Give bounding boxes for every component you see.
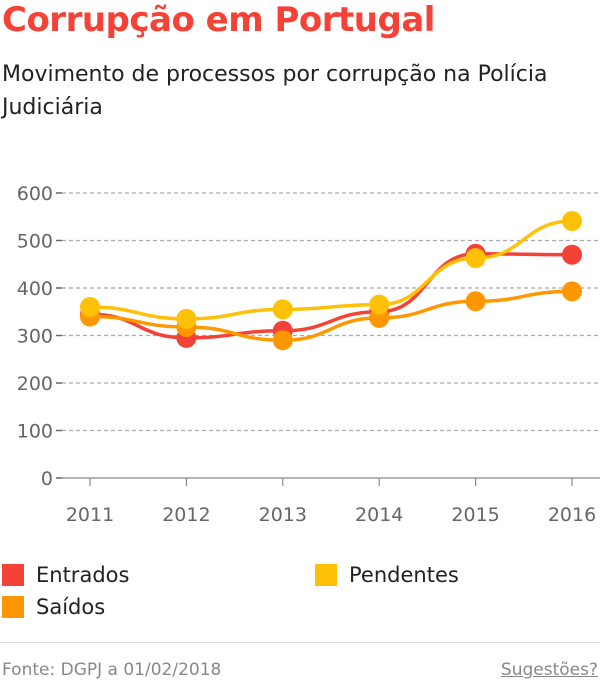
chart-title: Corrupção em Portugal: [2, 0, 435, 40]
legend-item-entrados: Entrados: [2, 563, 129, 587]
data-point-pendentes: [562, 211, 582, 232]
legend-item-saidos: Saídos: [2, 595, 105, 619]
data-point-pendentes: [272, 299, 293, 320]
y-tick-label: 300: [17, 326, 53, 348]
legend-item-pendentes: Pendentes: [315, 563, 459, 587]
source-text: Fonte: DGPJ a 01/02/2018: [2, 660, 222, 680]
y-tick-label: 0: [41, 468, 53, 490]
legend-label: Pendentes: [349, 563, 459, 587]
y-tick-label: 200: [17, 373, 53, 395]
legend-swatch: [315, 564, 337, 586]
series-line-saídos: [89, 289, 573, 343]
data-point-entrados: [562, 244, 582, 265]
data-point-pendentes: [465, 248, 486, 269]
y-tick-label: 500: [17, 231, 53, 253]
data-point-pendentes: [176, 308, 197, 329]
data-point-saídos: [272, 330, 293, 351]
legend-swatch: [2, 596, 24, 618]
data-point-pendentes: [369, 294, 390, 315]
x-tick-label: 2011: [66, 504, 114, 526]
y-tick-label: 600: [17, 183, 53, 205]
y-tick-label: 100: [17, 421, 53, 443]
suggestions-link[interactable]: Sugestões?: [500, 660, 598, 680]
chart-subtitle: Movimento de processos por corrupção na …: [2, 62, 548, 120]
line-chart: 0 100 200 300 400 500 600 2011 2012 2013 2014 2015 2…: [17, 183, 600, 526]
data-point-pendentes: [80, 297, 100, 317]
x-tick-label: 2015: [451, 504, 499, 526]
legend-label: Saídos: [36, 595, 106, 619]
footer-divider: [0, 642, 600, 643]
y-tick-label: 400: [17, 278, 53, 300]
x-tick-label: 2016: [548, 504, 596, 526]
x-tick-label: 2014: [355, 504, 403, 526]
series-line-pendentes: [89, 219, 573, 321]
legend-swatch: [2, 564, 24, 586]
data-point-saídos: [465, 291, 486, 312]
data-point-saídos: [562, 281, 582, 302]
x-tick-label: 2013: [259, 504, 307, 526]
legend-label: Entrados: [36, 563, 130, 587]
x-tick-label: 2012: [162, 504, 210, 526]
